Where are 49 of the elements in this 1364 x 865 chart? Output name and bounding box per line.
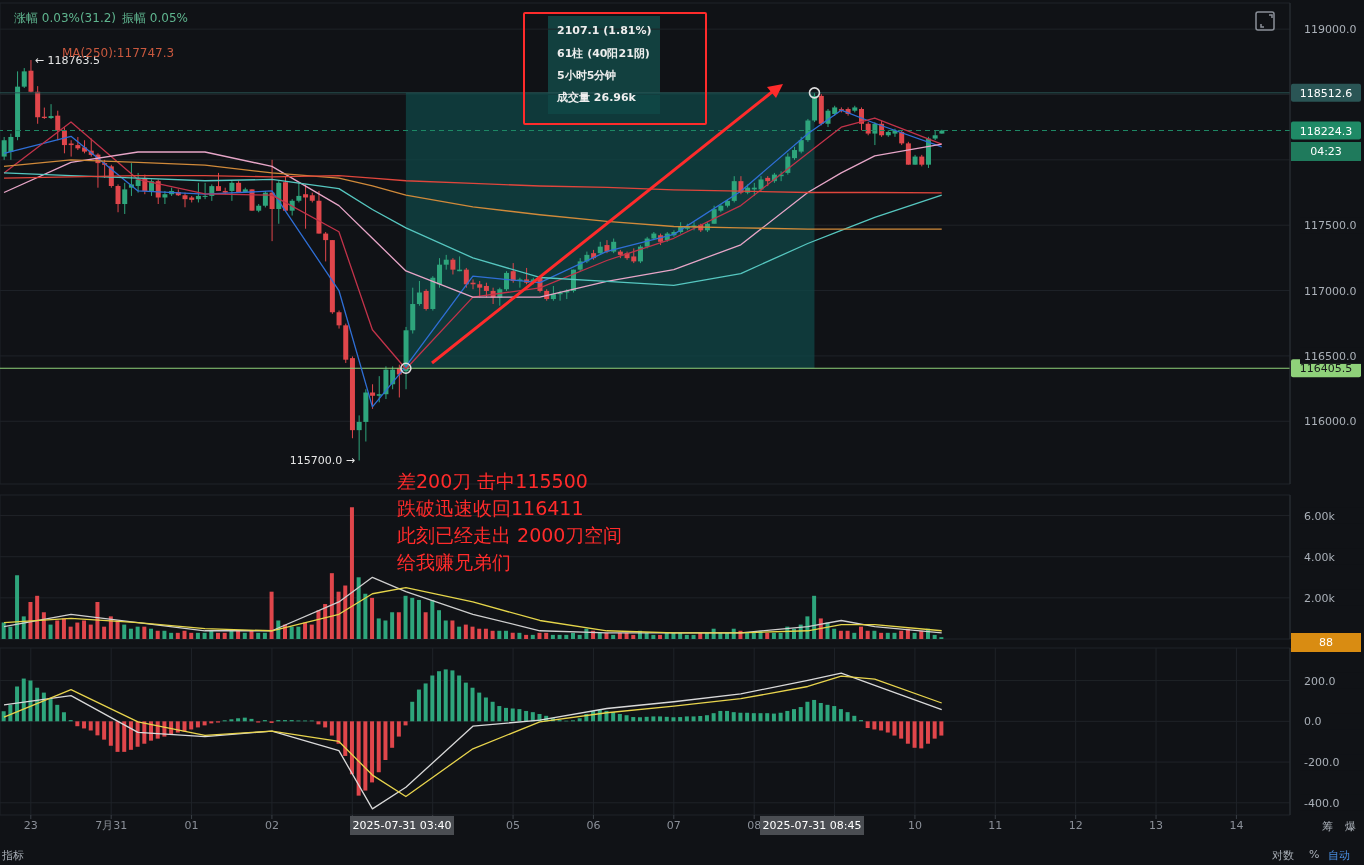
text: 爆: [1345, 819, 1356, 834]
annotation: 61柱 (40阳21阴): [557, 46, 650, 61]
x-tick-label: 14: [1229, 818, 1244, 832]
ref-line-label: 118224.3: [1299, 124, 1353, 138]
text: 筹: [1322, 819, 1333, 834]
annotation: 此刻已经走出 2000刀空间: [397, 523, 623, 548]
annotation: 2107.1 (1.81%): [557, 24, 652, 37]
text: 04:23: [1291, 142, 1361, 161]
y-tick-label: 200.0: [1304, 674, 1336, 688]
text: 2025-07-31 08:45: [760, 816, 864, 835]
ref-line-label: 116405.5: [1299, 362, 1353, 376]
annotation: 振幅 0.05%: [122, 10, 188, 27]
ref-line-label: 118512.6: [1299, 86, 1353, 100]
y-tick-label: 6.00k: [1304, 509, 1336, 523]
annotation: 跌破迅速收回116411: [397, 496, 584, 521]
x-tick-label: 23: [23, 818, 38, 832]
y-tick-label: 119000.0: [1304, 23, 1357, 37]
x-tick-label: 02: [264, 818, 279, 832]
x-tick-label: 05: [506, 818, 521, 832]
x-tick-label: 08: [747, 818, 762, 832]
annotation: 差200刀 击中115500: [397, 469, 588, 494]
x-tick-label: 11: [988, 818, 1003, 832]
annotation: 成交量 26.96k: [557, 90, 636, 105]
annotation: 给我赚兄弟们: [397, 550, 511, 575]
text: 指标: [2, 848, 24, 863]
x-tick-label: 10: [907, 818, 922, 832]
text: %: [1309, 848, 1320, 861]
y-tick-label: 117500.0: [1304, 219, 1357, 233]
y-tick-label: -400.0: [1304, 796, 1340, 810]
y-tick-label: 2.00k: [1304, 591, 1336, 605]
text: 对数: [1272, 848, 1294, 863]
text: 自动: [1328, 848, 1350, 863]
annotation: 涨幅 0.03%(31.2): [14, 10, 117, 27]
annotation: 115700.0 →: [289, 454, 355, 468]
annotation: 5小时5分钟: [557, 68, 617, 83]
y-tick-label: -200.0: [1304, 756, 1340, 770]
x-tick-label: 01: [184, 818, 199, 832]
y-tick-label: 4.00k: [1304, 550, 1336, 564]
y-tick-label: 117000.0: [1304, 284, 1357, 298]
x-tick-label: 13: [1149, 818, 1164, 832]
text: 88: [1291, 633, 1361, 652]
x-tick-label: 12: [1068, 818, 1083, 832]
text: 2025-07-31 03:40: [350, 816, 454, 835]
x-tick-label: 06: [586, 818, 601, 832]
y-tick-label: 0.0: [1304, 715, 1322, 729]
x-tick-label: 07: [666, 818, 681, 832]
y-tick-label: 116000.0: [1304, 415, 1357, 429]
x-tick-label: 7月31: [95, 818, 128, 832]
y-tick-label: 116500.0: [1304, 349, 1357, 363]
